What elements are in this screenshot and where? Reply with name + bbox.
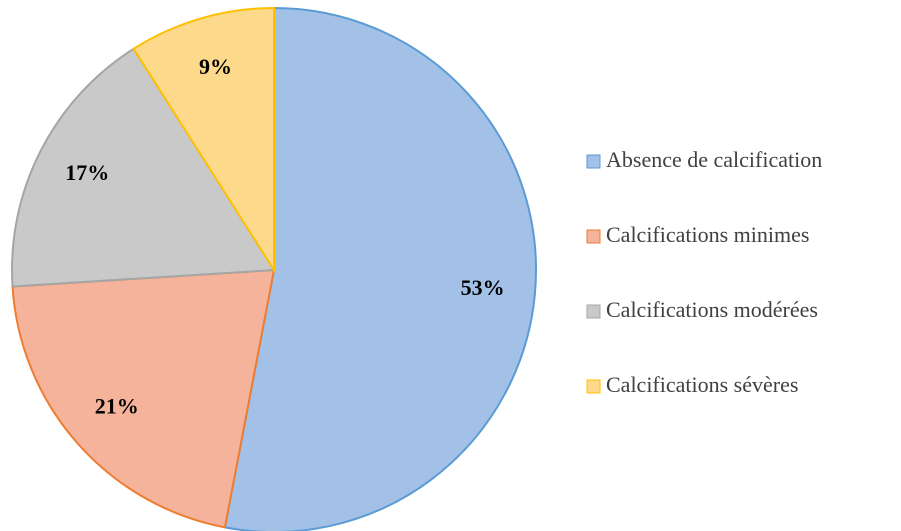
legend-label: Calcifications minimes	[606, 222, 809, 247]
legend-label: Absence de calcification	[606, 147, 822, 172]
data-label: 21%	[95, 394, 139, 419]
legend-label: Calcifications sévères	[606, 372, 798, 397]
legend-swatch	[586, 154, 601, 169]
data-label: 53%	[461, 275, 505, 300]
legend-label: Calcifications modérées	[606, 297, 818, 322]
data-label: 9%	[199, 54, 232, 79]
legend-swatch	[586, 229, 601, 244]
pie-slice	[11, 268, 276, 529]
legend-swatch	[586, 304, 601, 319]
legend-swatch	[586, 379, 601, 394]
pie-slice	[11, 47, 276, 288]
pie-slice	[132, 6, 275, 274]
pie-slice	[223, 6, 537, 531]
data-label: 17%	[65, 160, 109, 185]
